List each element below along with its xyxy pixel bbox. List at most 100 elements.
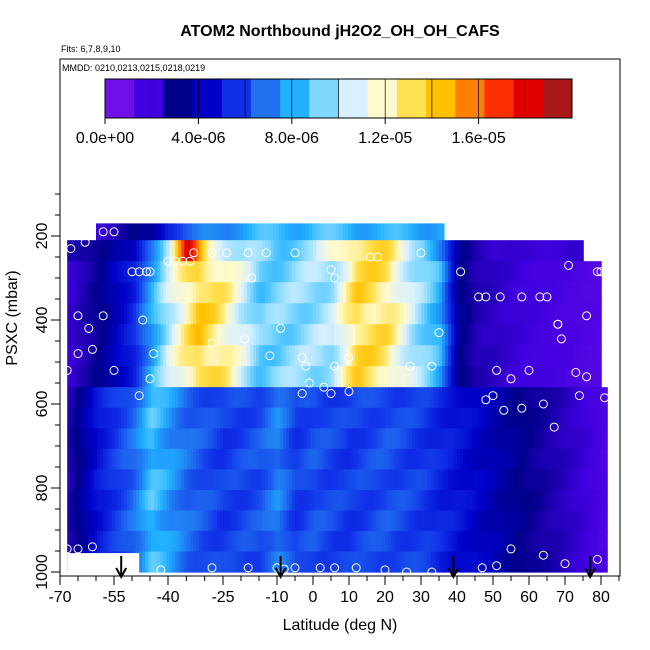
heatmap-cell xyxy=(163,530,167,552)
heatmap-cell xyxy=(94,489,98,511)
heatmap-cell xyxy=(526,489,530,511)
heatmap-cell xyxy=(385,407,389,429)
heatmap-cell xyxy=(595,366,599,388)
heatmap-cell xyxy=(346,261,350,283)
heatmap-cell xyxy=(424,324,428,346)
heatmap-cell xyxy=(454,510,458,532)
heatmap-cell xyxy=(502,469,506,491)
heatmap-cell xyxy=(229,469,233,491)
heatmap-cell xyxy=(490,448,494,470)
heatmap-cell xyxy=(349,303,353,325)
heatmap-cell xyxy=(556,469,560,491)
heatmap-cell xyxy=(163,240,167,262)
heatmap-cell xyxy=(244,240,248,262)
heatmap-cell xyxy=(502,510,506,532)
heatmap-cell xyxy=(253,510,257,532)
heatmap-cell xyxy=(423,223,427,241)
heatmap-cell xyxy=(421,448,425,470)
heatmap-cell xyxy=(520,345,524,367)
heatmap-cell xyxy=(439,448,443,470)
heatmap-cell xyxy=(313,324,317,346)
heatmap-cell xyxy=(157,407,161,429)
heatmap-cell xyxy=(274,366,278,388)
heatmap-cell xyxy=(438,223,442,241)
heatmap-cell xyxy=(562,551,566,573)
heatmap-cell xyxy=(286,551,290,573)
heatmap-cell xyxy=(364,489,368,511)
heatmap-cell xyxy=(298,428,302,450)
heatmap-cell xyxy=(502,448,506,470)
heatmap-cell xyxy=(508,366,512,388)
heatmap-cell xyxy=(112,240,116,262)
heatmap-cell xyxy=(511,407,515,429)
heatmap-cell xyxy=(180,223,184,241)
heatmap-cell xyxy=(496,324,500,346)
heatmap-cell xyxy=(115,366,119,388)
heatmap-cell xyxy=(505,345,509,367)
heatmap-cell xyxy=(484,345,488,367)
heatmap-cell xyxy=(511,489,515,511)
heatmap-cell xyxy=(589,261,593,283)
heatmap-cell xyxy=(277,448,281,470)
heatmap-cell xyxy=(238,551,242,573)
flight-point xyxy=(240,334,250,344)
heatmap-cell xyxy=(376,448,380,470)
heatmap-cell xyxy=(322,387,326,409)
heatmap-cell xyxy=(544,387,548,409)
heatmap-cell xyxy=(358,530,362,552)
heatmap-cell xyxy=(85,407,89,429)
heatmap-cell xyxy=(454,303,458,325)
heatmap-cell xyxy=(145,510,149,532)
heatmap-cell xyxy=(352,261,356,283)
heatmap-cell xyxy=(196,324,200,346)
heatmap-cell xyxy=(571,551,575,573)
heatmap-cell xyxy=(151,366,155,388)
heatmap-cell xyxy=(595,324,599,346)
heatmap-cell xyxy=(127,510,131,532)
heatmap-cell xyxy=(199,261,203,283)
heatmap-cell xyxy=(175,282,179,304)
heatmap-cell xyxy=(361,407,365,429)
heatmap-cell xyxy=(253,551,257,573)
heatmap-cell xyxy=(412,489,416,511)
heatmap-cell xyxy=(271,324,275,346)
heatmap-cell xyxy=(115,261,119,283)
heatmap-cell xyxy=(115,303,119,325)
heatmap-cell xyxy=(208,489,212,511)
heatmap-cell xyxy=(313,345,317,367)
heatmap-cell xyxy=(511,366,515,388)
chart-title: ATOM2 Northbound jH2O2_OH_OH_CAFS xyxy=(180,23,500,40)
heatmap-cell xyxy=(280,303,284,325)
heatmap-cell xyxy=(541,510,545,532)
heatmap-cell xyxy=(106,469,110,491)
heatmap-cell xyxy=(202,530,206,552)
heatmap-cell xyxy=(550,489,554,511)
heatmap-cell xyxy=(112,510,116,532)
heatmap-cell xyxy=(181,261,185,283)
heatmap-cell xyxy=(160,282,164,304)
heatmap-cell xyxy=(127,407,131,429)
heatmap-cell xyxy=(232,530,236,552)
heatmap-cell xyxy=(349,366,353,388)
heatmap-cell xyxy=(187,261,191,283)
heatmap-cell xyxy=(253,387,257,409)
heatmap-cell xyxy=(319,551,323,573)
heatmap-cell xyxy=(250,366,254,388)
heatmap-cell xyxy=(88,282,92,304)
heatmap-cell xyxy=(91,448,95,470)
heatmap-cell xyxy=(412,530,416,552)
heatmap-cell xyxy=(547,469,551,491)
heatmap-cell xyxy=(364,407,368,429)
heatmap-cell xyxy=(478,387,482,409)
heatmap-cell xyxy=(241,510,245,532)
heatmap-cell xyxy=(577,551,581,573)
heatmap-cell xyxy=(436,469,440,491)
heatmap-cell xyxy=(394,387,398,409)
heatmap-cell xyxy=(148,510,152,532)
heatmap-cell xyxy=(439,428,443,450)
heatmap-cell xyxy=(358,387,362,409)
heatmap-cell xyxy=(343,240,347,262)
heatmap-cell xyxy=(214,303,218,325)
heatmap-cell xyxy=(385,282,389,304)
heatmap-cell xyxy=(490,469,494,491)
